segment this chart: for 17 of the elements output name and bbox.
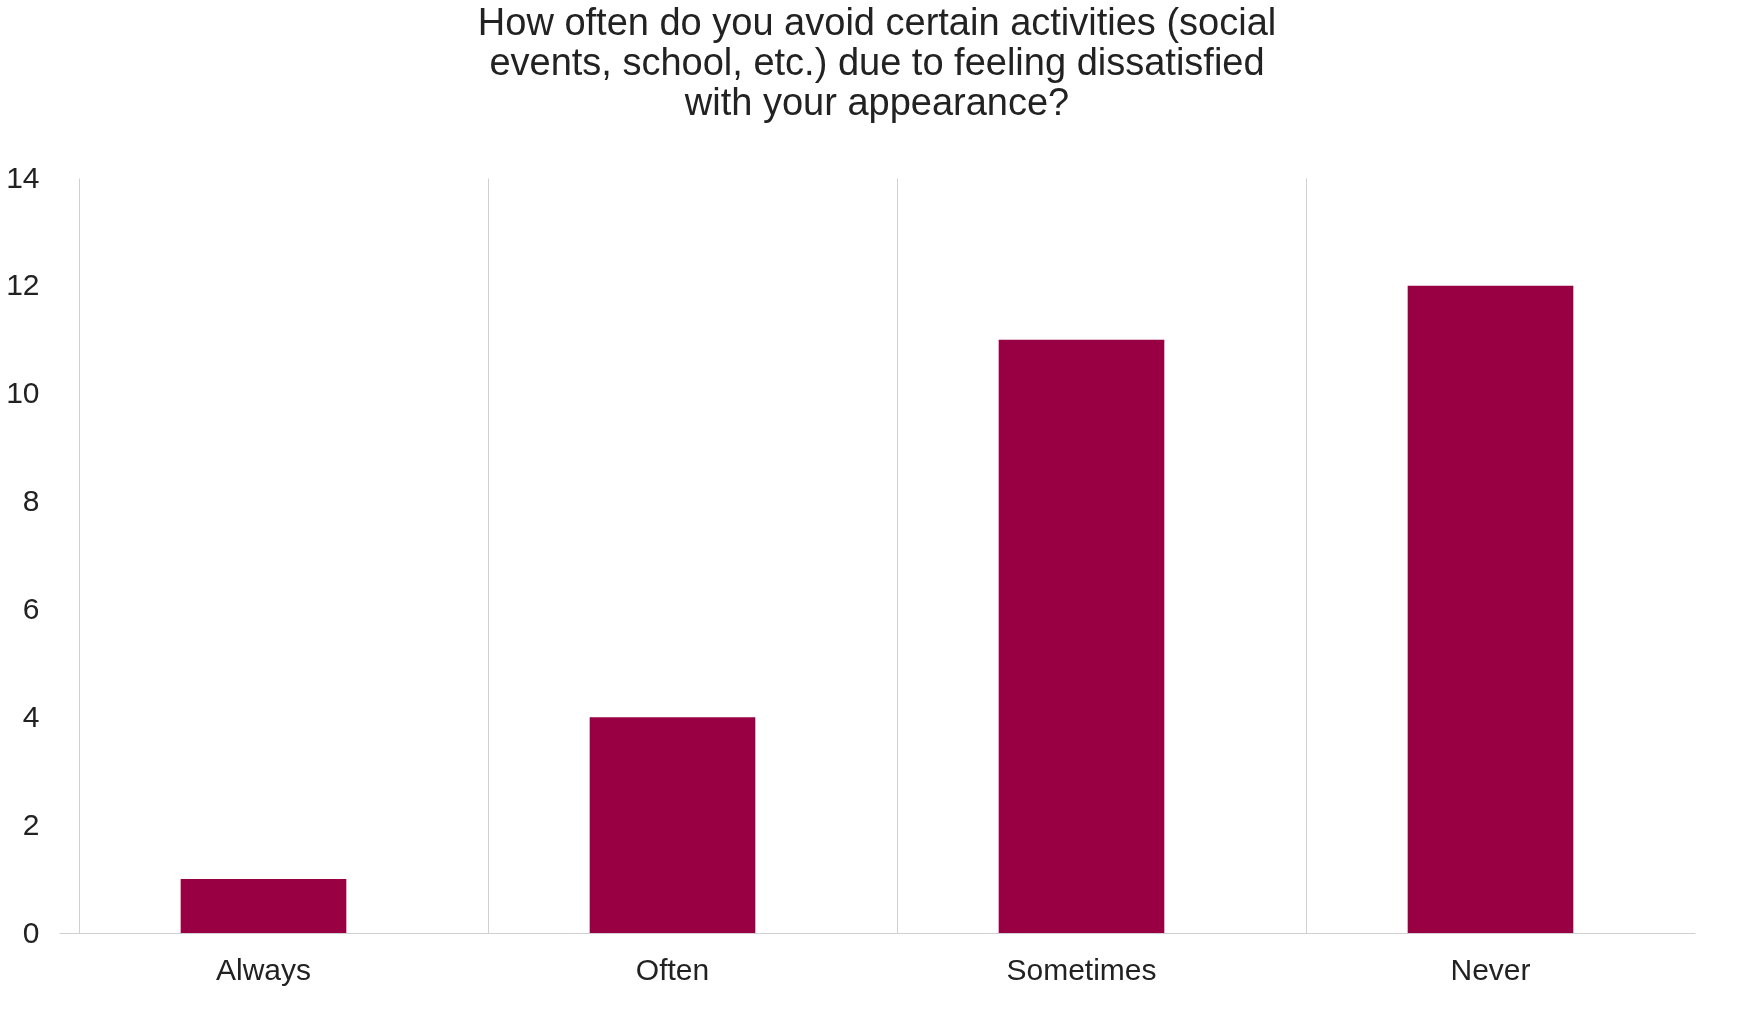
x-tick-label: Often	[635, 952, 710, 986]
y-tick-label: 2	[22, 807, 40, 841]
y-tick-label: 12	[6, 268, 40, 302]
bar	[1407, 285, 1574, 933]
x-tick-label: Never	[1450, 952, 1531, 986]
text: How often do you avoid certain activities (social	[477, 1, 1277, 43]
y-tick-label: 6	[22, 591, 40, 625]
x-tick-label: Always	[215, 952, 312, 986]
bar	[589, 717, 756, 933]
bar	[180, 879, 347, 933]
y-tick-label: 14	[6, 160, 40, 194]
y-tick-label: 0	[22, 915, 40, 949]
y-tick-label: 4	[22, 699, 40, 733]
x-tick-label: Sometimes	[1006, 952, 1157, 986]
y-tick-label: 8	[22, 484, 40, 518]
y-tick-label: 10	[6, 376, 40, 410]
bar	[998, 339, 1165, 933]
